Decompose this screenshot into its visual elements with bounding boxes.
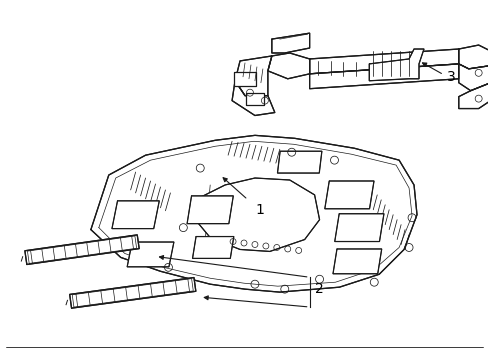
Polygon shape <box>271 33 309 53</box>
Polygon shape <box>309 49 458 74</box>
Polygon shape <box>332 249 381 274</box>
Polygon shape <box>232 81 274 116</box>
Polygon shape <box>91 135 416 292</box>
Polygon shape <box>192 237 233 258</box>
Polygon shape <box>277 151 321 173</box>
Text: 1: 1 <box>254 203 263 217</box>
Polygon shape <box>334 214 383 242</box>
Polygon shape <box>235 56 271 96</box>
Polygon shape <box>234 72 255 86</box>
Polygon shape <box>309 64 458 89</box>
Polygon shape <box>458 45 488 69</box>
Polygon shape <box>112 201 159 229</box>
Polygon shape <box>368 49 423 81</box>
Polygon shape <box>187 196 233 224</box>
Polygon shape <box>195 178 319 251</box>
Polygon shape <box>324 181 373 209</box>
Text: 2: 2 <box>314 282 323 296</box>
Polygon shape <box>458 83 488 109</box>
Polygon shape <box>25 235 139 265</box>
Polygon shape <box>127 242 174 267</box>
Polygon shape <box>458 64 488 91</box>
Polygon shape <box>245 93 264 105</box>
Polygon shape <box>267 53 309 79</box>
Text: 3: 3 <box>446 70 455 84</box>
Polygon shape <box>69 278 195 308</box>
